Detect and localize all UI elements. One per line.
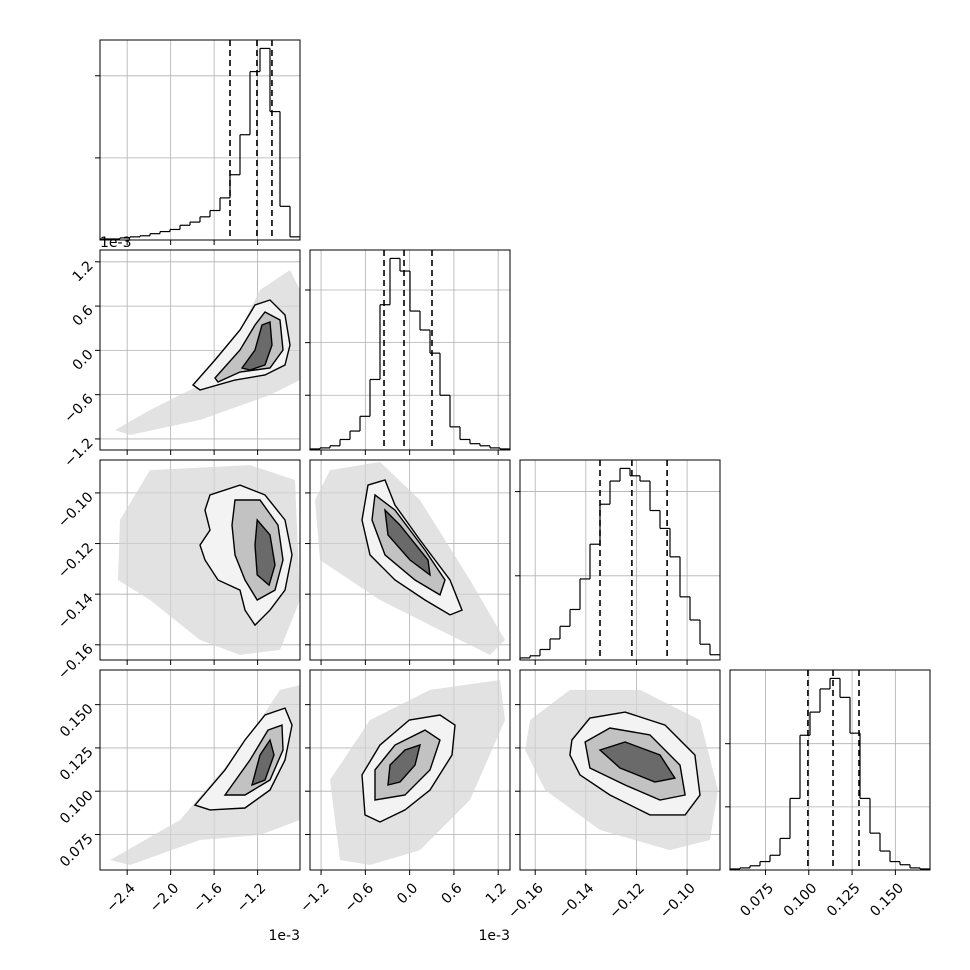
y-tick-label: 0.125 — [57, 744, 97, 784]
y-tick-label: −0.12 — [55, 540, 97, 582]
panel-frame — [309, 249, 511, 451]
panel-frame — [99, 39, 301, 241]
x-tick-label: −0.12 — [606, 880, 648, 922]
y-tick-label: −0.6 — [61, 391, 96, 426]
panel-frame — [309, 459, 511, 661]
density-contour — [387, 743, 421, 786]
x-tick-label: 0.150 — [867, 880, 907, 920]
x-tick-label: 1.2 — [483, 880, 510, 907]
x-tick-label: −1.6 — [190, 880, 225, 915]
panel-frame — [99, 669, 301, 871]
sample-cloud — [110, 685, 300, 865]
x-tick-label: −0.14 — [556, 880, 598, 922]
panel-frame — [309, 669, 511, 871]
y-offset-text: 1e-3 — [100, 235, 131, 251]
y-tick-label: 0.075 — [57, 831, 97, 871]
y-tick-label: −1.2 — [61, 435, 96, 470]
x-tick-label: 0.125 — [824, 880, 864, 920]
panel-frame — [99, 459, 301, 661]
x-tick-label: −1.2 — [234, 880, 269, 915]
x-tick-label: −0.16 — [505, 880, 547, 922]
panel-frame — [729, 669, 931, 871]
y-tick-label: 0.100 — [57, 788, 97, 828]
density-contour — [250, 738, 275, 787]
y-tick-label: −0.10 — [55, 489, 97, 531]
density-contour — [384, 508, 431, 577]
x-tick-label: 0.100 — [781, 880, 821, 920]
x-tick-label: 0.075 — [737, 880, 777, 920]
y-tick-label: −0.16 — [55, 641, 97, 683]
density-contour — [254, 518, 276, 587]
x-tick-label: −2.4 — [103, 880, 138, 915]
density-contour — [598, 741, 677, 783]
x-tick-label: −0.6 — [342, 880, 377, 915]
y-tick-label: 0.6 — [70, 302, 97, 329]
panel-frame — [519, 459, 721, 661]
y-tick-label: 1.2 — [70, 258, 97, 285]
y-tick-label: −0.14 — [55, 590, 97, 632]
x-tick-label: −2.0 — [147, 880, 182, 915]
panel-frame — [519, 669, 721, 871]
y-tick-label: 0.150 — [57, 701, 97, 741]
y-tick-label: 0.0 — [70, 347, 97, 374]
panel-frame — [99, 249, 301, 451]
x-offset-text: 1e-3 — [269, 928, 300, 944]
x-tick-label: −0.10 — [657, 880, 699, 922]
x-offset-text: 1e-3 — [479, 928, 510, 944]
x-tick-label: 0.0 — [394, 880, 421, 907]
x-tick-label: −1.2 — [297, 880, 332, 915]
density-contour — [240, 321, 273, 371]
x-tick-label: 0.6 — [438, 880, 465, 907]
